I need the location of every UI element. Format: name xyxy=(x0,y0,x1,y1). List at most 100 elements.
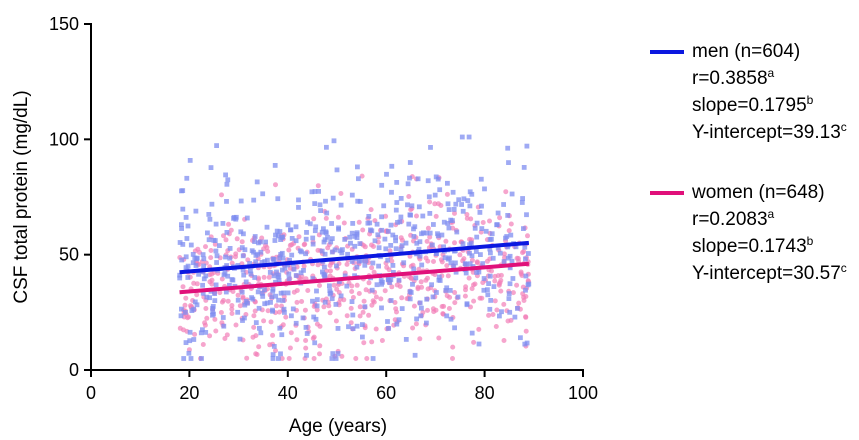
women-data-point xyxy=(366,312,372,318)
men-data-point xyxy=(488,298,494,303)
women-data-point xyxy=(261,274,267,280)
men-data-point xyxy=(184,236,190,241)
men-data-point xyxy=(485,292,491,298)
men-data-point xyxy=(424,230,429,236)
women-data-point xyxy=(501,301,507,307)
men-data-point xyxy=(242,315,247,321)
men-data-point xyxy=(270,256,276,262)
men-data-point xyxy=(372,238,378,244)
women-data-point xyxy=(219,276,225,282)
men-data-point xyxy=(513,244,519,250)
men-data-point xyxy=(345,251,350,257)
men-data-point xyxy=(342,237,348,242)
men-data-point xyxy=(379,214,384,220)
women-data-point xyxy=(506,228,512,234)
men-data-point xyxy=(243,279,249,285)
women-data-point xyxy=(361,298,367,304)
men-data-point xyxy=(179,226,184,231)
men-data-point xyxy=(396,317,402,323)
men-data-point xyxy=(224,181,230,187)
men-data-point xyxy=(177,272,183,278)
women-data-point xyxy=(386,267,392,273)
women-data-point xyxy=(436,335,442,341)
men-data-point xyxy=(349,299,355,304)
women-data-point xyxy=(317,343,323,349)
men-data-point xyxy=(281,290,286,296)
women-data-point xyxy=(360,227,366,233)
men-data-point xyxy=(362,262,368,268)
men-data-point xyxy=(495,210,501,216)
women-data-point xyxy=(203,306,209,311)
women-data-point xyxy=(452,210,457,216)
men-data-point xyxy=(239,245,245,250)
men-data-point xyxy=(510,276,516,281)
women-data-point xyxy=(501,338,507,343)
men-data-point xyxy=(434,290,439,295)
men-data-point xyxy=(374,221,380,227)
men-data-point xyxy=(518,335,523,341)
men-data-point xyxy=(287,258,292,263)
women-data-point xyxy=(432,201,438,207)
women-data-point xyxy=(268,319,274,325)
women-data-point xyxy=(207,279,213,285)
men-data-point xyxy=(221,272,227,278)
men-data-point xyxy=(408,212,413,218)
women-data-point xyxy=(383,213,389,219)
men-data-point xyxy=(331,138,337,144)
women-data-point xyxy=(492,278,498,284)
legend-women-swatch xyxy=(650,190,684,195)
women-data-point xyxy=(296,234,302,240)
women-data-point xyxy=(339,353,345,359)
women-data-point xyxy=(317,351,322,357)
men-data-point xyxy=(450,189,456,195)
women-data-point xyxy=(283,314,289,320)
women-data-point xyxy=(508,221,514,227)
men-data-point xyxy=(301,268,306,273)
x-tick-label: 80 xyxy=(475,383,495,403)
men-data-point xyxy=(217,243,222,248)
women-data-point xyxy=(233,322,239,328)
women-data-point xyxy=(224,332,230,338)
men-fit-line xyxy=(179,240,530,275)
women-data-point xyxy=(194,281,200,287)
men-data-point xyxy=(257,325,262,331)
x-tick-label: 60 xyxy=(376,383,396,403)
men-data-point xyxy=(346,324,351,330)
men-data-point xyxy=(386,228,391,234)
men-data-point xyxy=(278,351,283,357)
women-data-point xyxy=(344,261,350,267)
women-data-point xyxy=(321,304,327,310)
men-data-point xyxy=(207,295,212,301)
men-data-point xyxy=(472,225,478,231)
men-data-point xyxy=(350,221,356,226)
men-data-point xyxy=(411,266,417,272)
legend-women-slope: slope=0.1743b xyxy=(692,234,814,257)
women-data-point xyxy=(349,289,355,294)
men-data-point xyxy=(366,214,372,219)
men-data-point xyxy=(359,258,364,263)
men-data-point xyxy=(407,175,412,181)
men-data-point xyxy=(433,250,439,256)
men-data-point xyxy=(321,239,327,245)
men-data-point xyxy=(420,213,426,219)
legend-men-name: men (n=604) xyxy=(692,41,801,62)
men-data-point xyxy=(248,271,254,277)
men-data-point xyxy=(506,291,512,296)
women-data-point xyxy=(256,344,262,350)
men-data-point xyxy=(521,226,526,231)
women-data-point xyxy=(457,252,463,258)
men-data-point xyxy=(206,212,212,217)
women-data-point xyxy=(344,313,350,319)
men-data-point xyxy=(310,241,316,247)
women-data-point xyxy=(508,317,514,323)
men-data-point xyxy=(277,229,283,234)
men-data-point xyxy=(220,315,226,320)
men-data-point xyxy=(379,281,384,287)
men-data-point xyxy=(463,262,469,267)
men-data-point xyxy=(337,279,342,284)
men-data-point xyxy=(271,344,277,349)
women-data-point xyxy=(273,348,278,354)
men-data-point xyxy=(497,313,502,319)
men-data-point xyxy=(399,243,405,248)
women-data-point xyxy=(286,356,292,361)
